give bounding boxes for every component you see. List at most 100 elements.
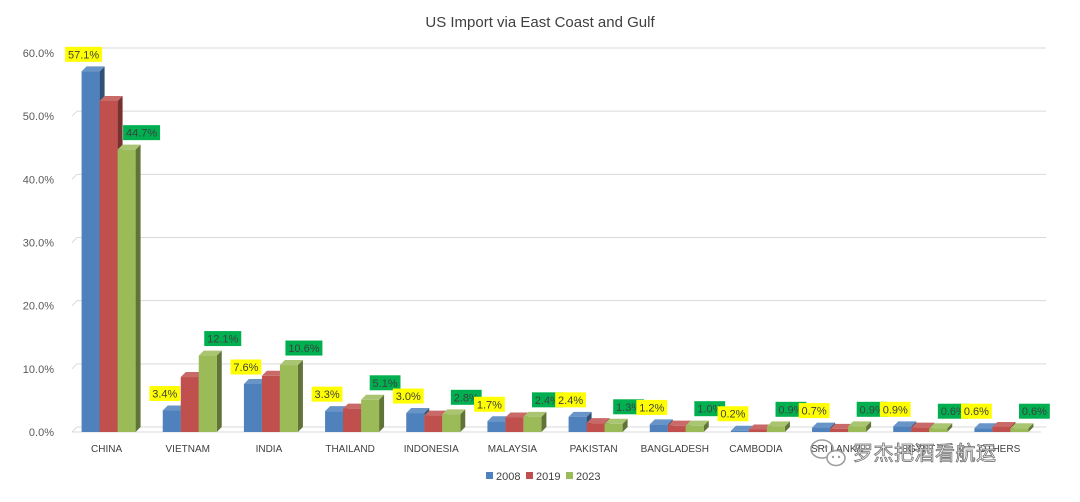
legend-label: 2023 xyxy=(576,471,600,483)
bar-top xyxy=(243,378,267,384)
data-label-text: 3.4% xyxy=(152,389,177,401)
bar-top xyxy=(505,412,529,418)
bar-2023-others xyxy=(1010,423,1034,432)
bar-front xyxy=(523,416,542,432)
data-label-bg xyxy=(311,386,343,402)
data-label-bg xyxy=(1019,403,1050,419)
data-labels: 57.1% 44.7% 3.4% 12.1% 7.6% 10.6% 3.3% 5.1%3.0%… xyxy=(65,46,1050,422)
x-tick-label: BANGLADESH xyxy=(641,444,709,455)
bar-front xyxy=(911,427,930,432)
y-tick-label: 20.0% xyxy=(23,301,54,313)
gridline-depth xyxy=(71,237,78,243)
bar-top xyxy=(279,360,303,366)
data-label-bg xyxy=(369,375,401,391)
bar-top xyxy=(830,423,854,429)
x-tick-label: THAILAND xyxy=(325,444,374,455)
data-label-bg xyxy=(856,401,888,417)
bar-front xyxy=(649,424,668,432)
x-tick-label: CHINA xyxy=(91,444,122,455)
data-label-bg xyxy=(149,386,181,402)
bar-2023-pakistan xyxy=(604,418,628,432)
legend-swatch xyxy=(566,472,573,479)
legend-item-2019: 2019 xyxy=(526,471,560,483)
bar-top xyxy=(974,423,998,429)
data-label-2008: 0.6% xyxy=(961,403,992,419)
data-label-2008: 1.2% xyxy=(636,399,668,415)
data-label-text: 2.4% xyxy=(558,395,583,407)
bar-top xyxy=(667,420,691,426)
data-label-bg xyxy=(937,403,969,419)
bar-side xyxy=(541,411,547,432)
legend-item-2023: 2023 xyxy=(566,471,600,483)
gridline-depth xyxy=(71,110,78,117)
bar-top xyxy=(911,422,935,428)
bar-2023-vietnam xyxy=(198,350,222,432)
bar-side xyxy=(784,421,790,432)
bar-front xyxy=(361,399,380,432)
bar-top xyxy=(117,144,141,150)
bar-front xyxy=(424,415,443,432)
data-label-2023: 1.0% xyxy=(694,401,726,417)
legend-label: 2019 xyxy=(536,471,560,483)
data-label-2023: 0.9% xyxy=(856,401,888,417)
data-label-text: 0.7% xyxy=(802,406,827,418)
data-label-bg xyxy=(392,388,424,404)
data-label-text: 1.2% xyxy=(639,402,664,414)
bar-2023-china xyxy=(117,144,141,432)
data-label-bg xyxy=(555,392,586,408)
bar-front xyxy=(685,425,704,432)
data-label-bg xyxy=(123,125,161,141)
bar-top xyxy=(1010,423,1034,429)
bar-top xyxy=(604,418,628,424)
x-tick-label: CAMBODIA xyxy=(729,444,783,455)
data-label-text: 2.4% xyxy=(535,395,560,407)
watermark-text: 罗杰把酒看航运 xyxy=(853,442,997,465)
data-label-text: 0.2% xyxy=(720,409,745,421)
bar-top xyxy=(198,350,222,356)
data-label-bg xyxy=(879,401,911,417)
y-tick-label: 40.0% xyxy=(23,174,54,186)
bar-top xyxy=(992,421,1016,427)
y-tick-label: 60.0% xyxy=(23,48,54,60)
bar-front xyxy=(99,101,118,433)
data-label-text: 0.6% xyxy=(964,406,989,418)
bar-front xyxy=(505,417,524,432)
bar-side xyxy=(460,409,466,432)
x-tick-label: SRI LANKA xyxy=(811,444,864,455)
x-tick-label: VIETNAM xyxy=(166,444,210,455)
bar-2023-malaysia xyxy=(523,411,547,432)
data-label-2008: 0.9% xyxy=(879,401,911,417)
gridline-depth xyxy=(71,173,78,180)
data-label-2008: 2.4% xyxy=(555,392,586,408)
data-label-text: 12.1% xyxy=(207,334,238,346)
bar-top xyxy=(649,419,673,425)
data-label-text: 0.9% xyxy=(778,404,803,416)
data-label-2023: 5.1% xyxy=(369,375,401,391)
bar-front xyxy=(604,423,623,432)
data-label-2008: 1.7% xyxy=(474,396,505,412)
bar-side xyxy=(379,394,385,432)
data-label-2008: 7.6% xyxy=(230,359,262,375)
data-label-2008: 0.7% xyxy=(798,403,830,419)
bar-top xyxy=(748,424,772,430)
bar-front xyxy=(198,355,217,432)
data-label-2008: 57.1% xyxy=(65,46,103,62)
data-label-bg xyxy=(474,396,505,412)
data-label-bg xyxy=(204,331,242,347)
bar-front xyxy=(487,421,506,432)
bar-side xyxy=(622,418,628,432)
data-label-2023: 1.3% xyxy=(613,399,644,415)
data-label-text: 0.6% xyxy=(941,406,966,418)
data-label-bg xyxy=(450,389,482,405)
x-tick-label: PAKISTAN xyxy=(570,444,618,455)
data-label-2008: 3.0% xyxy=(392,388,424,404)
legend-swatch xyxy=(526,472,533,479)
data-label-bg xyxy=(532,392,563,408)
bar-front xyxy=(748,429,767,432)
data-label-text: 5.1% xyxy=(373,378,398,390)
bar-top xyxy=(343,403,367,409)
bar-front xyxy=(667,425,686,432)
bar-front xyxy=(81,71,100,433)
